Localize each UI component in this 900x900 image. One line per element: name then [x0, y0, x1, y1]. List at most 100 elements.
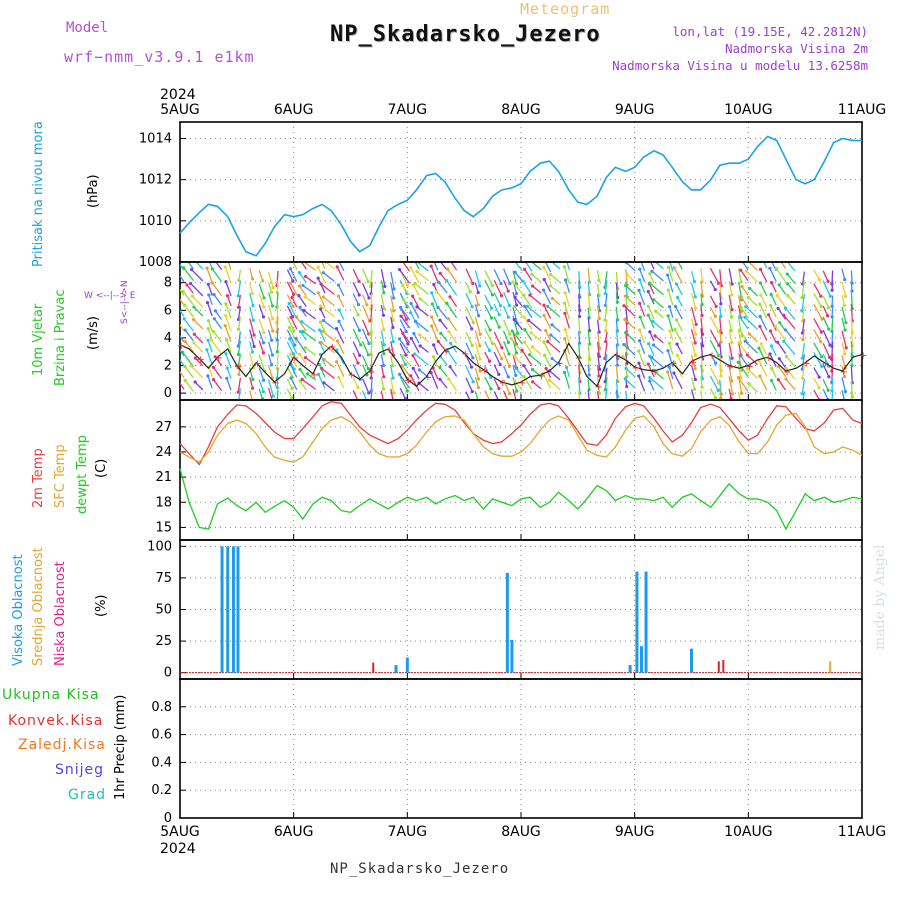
wind-arrow — [564, 329, 571, 344]
cloud-tick-label: 75 — [155, 571, 172, 586]
wind-arrow — [547, 341, 561, 353]
wind-arrow-head — [637, 349, 641, 353]
wind-arrow-head — [415, 269, 419, 274]
wind-arrow-head — [295, 315, 299, 319]
wind-arrow-head — [736, 360, 740, 364]
wind-arrow — [352, 377, 359, 388]
coordinates: lon,lat (19.15E, 42.2812N) — [672, 24, 868, 39]
wind-arrow — [319, 342, 326, 354]
wind-arrow-head — [786, 282, 790, 286]
wind-arrow — [493, 269, 502, 284]
wind-arrow — [690, 340, 697, 356]
wind-arrow — [180, 323, 185, 332]
wind-arrow — [207, 375, 213, 389]
precip-tick-label: 0.8 — [151, 700, 172, 715]
wind-arrow — [290, 282, 298, 296]
top-date-label: 11AUG — [838, 102, 887, 118]
wind-arrow-head — [212, 329, 216, 334]
wind-arrow — [587, 268, 591, 283]
wind-arrow-head — [293, 343, 297, 347]
wind-arrow — [352, 390, 358, 399]
wind-arrow — [213, 318, 223, 330]
wind-arrow — [649, 273, 655, 284]
wind-arrow-head — [275, 350, 279, 354]
wind-arrow — [565, 367, 571, 378]
wind-arrow-head — [830, 403, 833, 406]
wind-arrow — [211, 282, 223, 297]
wind-arrow — [286, 305, 294, 317]
wind-gust-mark: + — [765, 353, 773, 364]
wind-arrow-head — [604, 340, 608, 344]
wind-arrow — [563, 303, 571, 320]
wind-arrow — [191, 295, 204, 308]
pressure-unit: (hPa) — [86, 174, 101, 208]
wind-arrow — [258, 340, 265, 354]
wind-arrow — [362, 390, 367, 399]
wind-arrow — [719, 329, 722, 343]
wind-arrow-head — [302, 308, 306, 312]
wind-arrow — [182, 290, 194, 306]
wind-arrow-head — [436, 339, 440, 344]
wind-arrow — [624, 378, 636, 389]
wind-arrow — [675, 319, 683, 332]
wind-gust-mark: + — [669, 359, 677, 370]
wind-arrow — [321, 367, 335, 379]
wind-arrow — [523, 316, 533, 330]
wind-arrow-head — [225, 376, 229, 380]
wind-arrow — [484, 328, 494, 344]
wind-arrow — [700, 293, 703, 305]
wind-gust-mark: + — [385, 345, 393, 356]
wind-tick-label: 6 — [164, 303, 172, 318]
wind-arrow-head — [817, 375, 821, 379]
wind-arrow-head — [850, 364, 854, 368]
wind-arrow-head — [190, 256, 193, 259]
wind-arrow — [626, 274, 636, 283]
wind-arrow — [578, 304, 581, 317]
wind-arrow-head — [438, 271, 442, 275]
wind-arrow — [390, 316, 394, 328]
wind-arrow-head — [225, 366, 229, 370]
wind-arrow — [759, 316, 768, 331]
wind-arrow — [474, 391, 479, 399]
wind-arrow-head — [716, 388, 720, 392]
wind-arrow — [188, 263, 194, 270]
wind-gust-mark: + — [480, 366, 488, 377]
wind-arrow-head — [648, 375, 652, 380]
wind-arrow — [652, 320, 664, 331]
wind-arrow-head — [768, 329, 773, 333]
bottom-date-label: 11AUG — [838, 824, 887, 840]
bottom-date-label: 7AUG — [388, 824, 428, 840]
wind-arrow — [737, 391, 741, 399]
wind-arrow — [783, 314, 796, 330]
wind-arrow — [709, 339, 720, 356]
wind-arrow — [587, 329, 591, 345]
wind-arrow-head — [412, 331, 416, 336]
wind-arrow — [465, 354, 473, 368]
wind-arrow-head — [470, 343, 474, 348]
wind-arrow — [813, 342, 823, 358]
wind-arrow — [513, 365, 523, 377]
wind-arrow-head — [392, 296, 396, 300]
wind-arrow-head — [176, 331, 179, 334]
wind-arrow — [439, 378, 448, 389]
wind-arrow-head — [489, 387, 493, 391]
wind-arrow — [215, 263, 223, 271]
wind-arrow — [362, 294, 368, 305]
wind-arrow-head — [506, 289, 510, 293]
wind-arrow-head — [828, 294, 832, 298]
wind-arrow-head — [597, 316, 601, 321]
wind-arrow-head — [523, 340, 527, 344]
wind-arrow-head — [530, 367, 535, 372]
wind-arrow-head — [739, 354, 743, 358]
wind-arrow — [370, 330, 373, 343]
wind-arrow — [623, 344, 636, 356]
wind-arrow — [402, 263, 411, 272]
wind-arrow — [709, 306, 716, 317]
wind-arrow-head — [693, 387, 697, 391]
wind-arrow — [822, 305, 829, 316]
wind-arrow-head — [522, 304, 527, 308]
wind-arrow — [249, 306, 254, 321]
wind-arrow-head — [185, 283, 189, 287]
wind-arrow-head — [729, 315, 734, 319]
wind-arrow — [474, 330, 481, 347]
